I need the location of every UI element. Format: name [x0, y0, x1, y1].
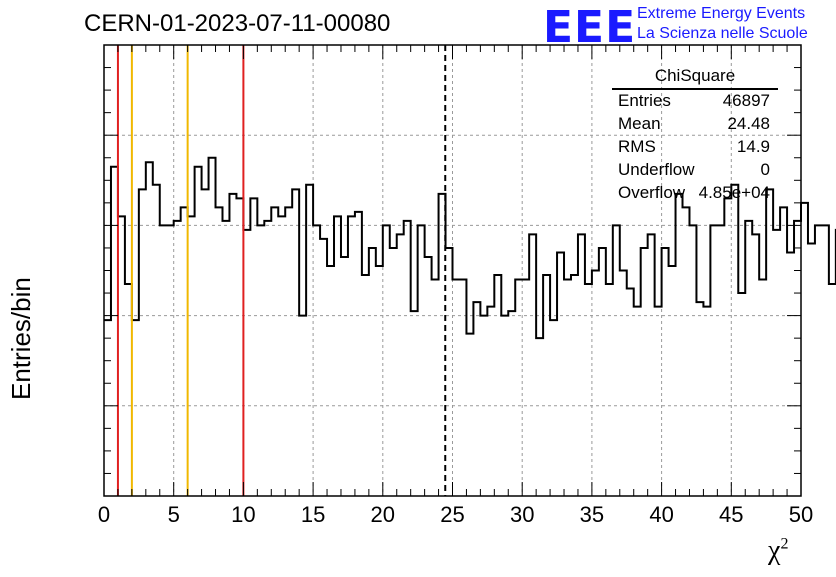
stats-value: 4.85e+04: [698, 183, 770, 202]
x-tick-label: 50: [789, 502, 813, 527]
y-axis-label: Entries/bin: [6, 277, 36, 400]
logo-caption: Extreme Energy Events La Scienza nelle S…: [637, 4, 808, 44]
stats-title: ChiSquare: [612, 66, 778, 90]
eee-logo: EEE: [543, 2, 637, 53]
x-tick-label: 40: [649, 502, 673, 527]
stats-box: ChiSquare Entries 46897 Mean 24.48 RMS 1…: [612, 66, 778, 206]
x-axis-label-superscript: 2: [780, 535, 789, 553]
stats-key: Overflow: [618, 183, 686, 202]
stats-row-overflow: Overflow 4.85e+04: [612, 183, 778, 206]
stats-value: 14.9: [736, 137, 770, 156]
histogram-series: [104, 156, 836, 340]
stats-value: 46897: [722, 91, 770, 110]
x-tick-label: 35: [580, 502, 604, 527]
stats-key: Mean: [618, 114, 661, 133]
x-axis-label: χ2: [768, 535, 788, 567]
stats-value: 24.48: [727, 114, 770, 133]
x-axis-label-symbol: χ: [768, 535, 781, 566]
stats-row-rms: RMS 14.9: [612, 137, 778, 160]
logo-caption-line1: Extreme Energy Events: [637, 5, 806, 22]
x-tick-label: 25: [440, 502, 464, 527]
stats-row-mean: Mean 24.48: [612, 114, 778, 137]
x-tick-label: 0: [98, 502, 110, 527]
x-tick-label: 20: [371, 502, 395, 527]
stats-value: 0: [760, 160, 770, 179]
x-tick-label: 45: [719, 502, 743, 527]
stats-key: Entries: [618, 91, 671, 110]
x-tick-label: 5: [168, 502, 180, 527]
stats-key: Underflow: [618, 160, 695, 179]
stats-row-entries: Entries 46897: [612, 91, 778, 114]
logo-caption-line2: La Scienza nelle Scuole: [637, 25, 808, 42]
x-tick-label: 15: [301, 502, 325, 527]
stats-row-underflow: Underflow 0: [612, 160, 778, 183]
chart-title: CERN-01-2023-07-11-00080: [84, 10, 391, 37]
x-tick-label: 10: [231, 502, 255, 527]
x-tick-label: 30: [510, 502, 534, 527]
stats-key: RMS: [618, 137, 656, 156]
